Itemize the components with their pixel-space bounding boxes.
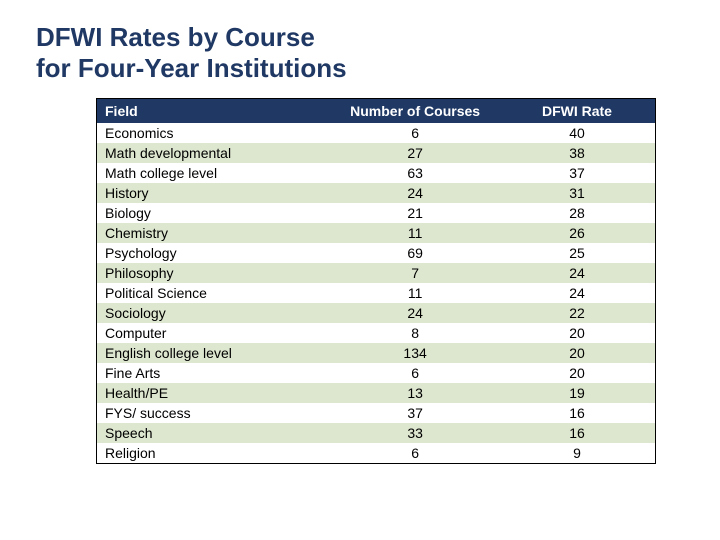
table-row: Religion69 <box>97 443 656 464</box>
cell-num: 11 <box>331 223 499 243</box>
table-row: FYS/ success3716 <box>97 403 656 423</box>
cell-field: Math college level <box>97 163 332 183</box>
cell-field: English college level <box>97 343 332 363</box>
cell-rate: 19 <box>499 383 656 403</box>
cell-rate: 26 <box>499 223 656 243</box>
dfwi-table-container: Field Number of Courses DFWI Rate Econom… <box>96 98 656 464</box>
cell-num: 24 <box>331 303 499 323</box>
col-header-field: Field <box>97 99 332 124</box>
cell-field: FYS/ success <box>97 403 332 423</box>
cell-rate: 9 <box>499 443 656 464</box>
table-row: Chemistry1126 <box>97 223 656 243</box>
cell-field: Psychology <box>97 243 332 263</box>
cell-rate: 31 <box>499 183 656 203</box>
table-row: Math developmental2738 <box>97 143 656 163</box>
cell-num: 21 <box>331 203 499 223</box>
table-row: Computer820 <box>97 323 656 343</box>
table-row: Philosophy724 <box>97 263 656 283</box>
cell-rate: 25 <box>499 243 656 263</box>
cell-num: 6 <box>331 363 499 383</box>
cell-rate: 16 <box>499 403 656 423</box>
cell-rate: 20 <box>499 343 656 363</box>
table-row: Sociology2422 <box>97 303 656 323</box>
cell-rate: 24 <box>499 283 656 303</box>
cell-num: 7 <box>331 263 499 283</box>
cell-num: 8 <box>331 323 499 343</box>
table-row: English college level13420 <box>97 343 656 363</box>
cell-rate: 24 <box>499 263 656 283</box>
cell-rate: 22 <box>499 303 656 323</box>
table-row: Political Science1124 <box>97 283 656 303</box>
col-header-rate: DFWI Rate <box>499 99 656 124</box>
title-line-1: DFWI Rates by Course <box>36 22 315 52</box>
table-header-row: Field Number of Courses DFWI Rate <box>97 99 656 124</box>
table-row: Fine Arts620 <box>97 363 656 383</box>
cell-rate: 40 <box>499 123 656 143</box>
cell-field: Religion <box>97 443 332 464</box>
cell-field: Biology <box>97 203 332 223</box>
cell-rate: 16 <box>499 423 656 443</box>
table-row: Biology2128 <box>97 203 656 223</box>
cell-field: Chemistry <box>97 223 332 243</box>
cell-field: Sociology <box>97 303 332 323</box>
cell-rate: 38 <box>499 143 656 163</box>
cell-rate: 28 <box>499 203 656 223</box>
cell-field: Fine Arts <box>97 363 332 383</box>
cell-field: Political Science <box>97 283 332 303</box>
cell-field: Economics <box>97 123 332 143</box>
cell-num: 134 <box>331 343 499 363</box>
cell-rate: 20 <box>499 363 656 383</box>
table-row: Economics640 <box>97 123 656 143</box>
table-row: Psychology6925 <box>97 243 656 263</box>
cell-field: Computer <box>97 323 332 343</box>
cell-num: 6 <box>331 123 499 143</box>
cell-rate: 37 <box>499 163 656 183</box>
page-title: DFWI Rates by Course for Four-Year Insti… <box>36 22 684 84</box>
cell-num: 33 <box>331 423 499 443</box>
table-row: Math college level6337 <box>97 163 656 183</box>
cell-field: Math developmental <box>97 143 332 163</box>
table-row: Health/PE1319 <box>97 383 656 403</box>
cell-num: 13 <box>331 383 499 403</box>
cell-rate: 20 <box>499 323 656 343</box>
cell-num: 69 <box>331 243 499 263</box>
cell-field: History <box>97 183 332 203</box>
cell-field: Speech <box>97 423 332 443</box>
table-body: Economics640Math developmental2738Math c… <box>97 123 656 464</box>
table-row: Speech3316 <box>97 423 656 443</box>
cell-num: 27 <box>331 143 499 163</box>
cell-field: Health/PE <box>97 383 332 403</box>
title-line-2: for Four-Year Institutions <box>36 53 347 83</box>
cell-field: Philosophy <box>97 263 332 283</box>
cell-num: 63 <box>331 163 499 183</box>
cell-num: 6 <box>331 443 499 464</box>
col-header-num: Number of Courses <box>331 99 499 124</box>
cell-num: 11 <box>331 283 499 303</box>
cell-num: 24 <box>331 183 499 203</box>
table-row: History2431 <box>97 183 656 203</box>
cell-num: 37 <box>331 403 499 423</box>
dfwi-table: Field Number of Courses DFWI Rate Econom… <box>96 98 656 464</box>
